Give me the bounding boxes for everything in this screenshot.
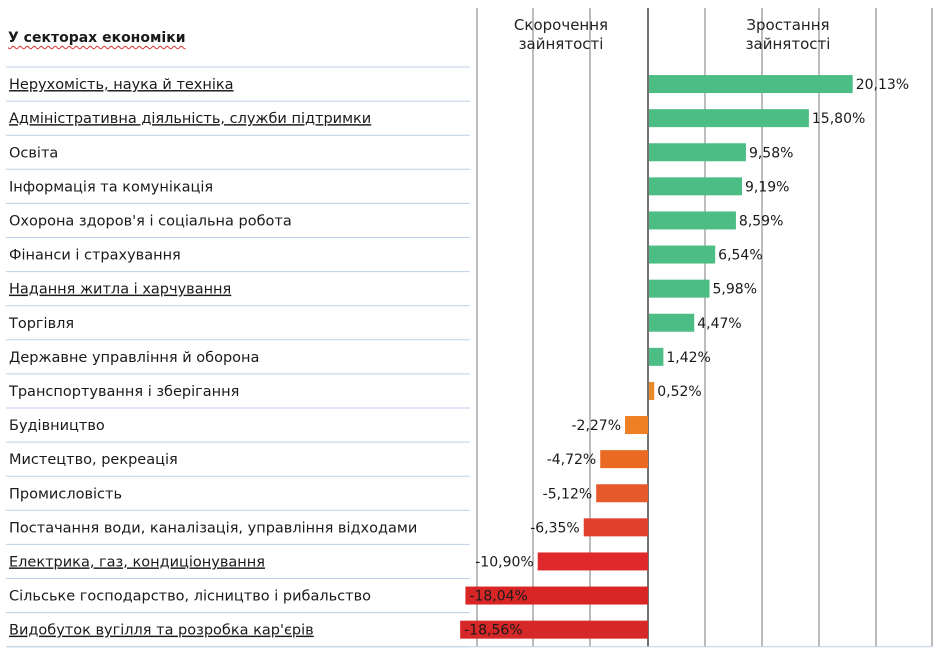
bar <box>537 552 648 571</box>
value-label: 9,19% <box>745 179 789 195</box>
value-label: 5,98% <box>713 282 757 298</box>
value-label: -2,27% <box>571 418 621 434</box>
bar <box>600 450 648 469</box>
category-label: Торгівля <box>8 316 74 332</box>
sectors-header-text: У секторах економіки <box>8 30 186 46</box>
decline-header: Скорочення зайнятості <box>513 16 609 53</box>
value-label: -18,56% <box>464 623 522 639</box>
bar <box>649 279 710 298</box>
bar <box>649 381 655 400</box>
category-label: Адміністративна діяльність, служби підтр… <box>9 111 371 127</box>
category-label: Нерухомість, наука й техніка <box>9 77 234 93</box>
category-label: Видобуток вугілля та розробка кар'єрів <box>9 623 314 639</box>
bar <box>465 586 648 605</box>
category-label: Електрика, газ, кондиціонування <box>9 554 265 570</box>
bar <box>649 177 743 196</box>
bar <box>649 313 695 332</box>
bar <box>649 245 716 264</box>
growth-header: Зростання зайнятості <box>745 16 831 53</box>
category-label: Сільське господарство, лісництво і рибал… <box>9 589 371 605</box>
value-label: 6,54% <box>718 248 762 264</box>
bar <box>649 75 853 94</box>
value-label: 15,80% <box>812 111 865 127</box>
value-label: 1,42% <box>666 350 710 366</box>
value-label: 9,58% <box>749 145 793 161</box>
value-label: 20,13% <box>856 77 909 93</box>
bar <box>460 620 648 639</box>
value-label: -18,04% <box>469 589 527 605</box>
bar <box>649 109 809 128</box>
category-label: Фінанси і страхування <box>9 248 181 264</box>
bar <box>649 211 736 230</box>
value-label: -4,72% <box>547 452 597 468</box>
bar <box>649 143 746 162</box>
category-label: Інформація та комунікація <box>9 179 213 195</box>
category-label: Мистецтво, рекреація <box>9 452 178 468</box>
value-label: -5,12% <box>543 486 593 502</box>
bar <box>583 518 648 537</box>
bar <box>625 416 648 435</box>
bar <box>596 484 648 503</box>
value-label: 4,47% <box>697 316 741 332</box>
value-label: -10,90% <box>475 554 533 570</box>
value-label: -6,35% <box>530 520 580 536</box>
category-label: Охорона здоров'я і соціальна робота <box>9 213 292 229</box>
category-label: Транспортування і зберігання <box>8 384 239 400</box>
value-label: 0,52% <box>657 384 701 400</box>
category-label: Освіта <box>9 145 58 161</box>
sectors-header: У секторах економіки <box>8 30 186 46</box>
category-label: Надання житла і харчування <box>9 282 231 298</box>
category-label: Промисловість <box>9 486 122 502</box>
category-label: Будівництво <box>9 418 105 434</box>
value-label: 8,59% <box>739 213 783 229</box>
category-label: Постачання води, каналізація, управління… <box>9 520 417 536</box>
bar <box>649 347 664 366</box>
category-label: Державне управління й оборона <box>9 350 259 366</box>
